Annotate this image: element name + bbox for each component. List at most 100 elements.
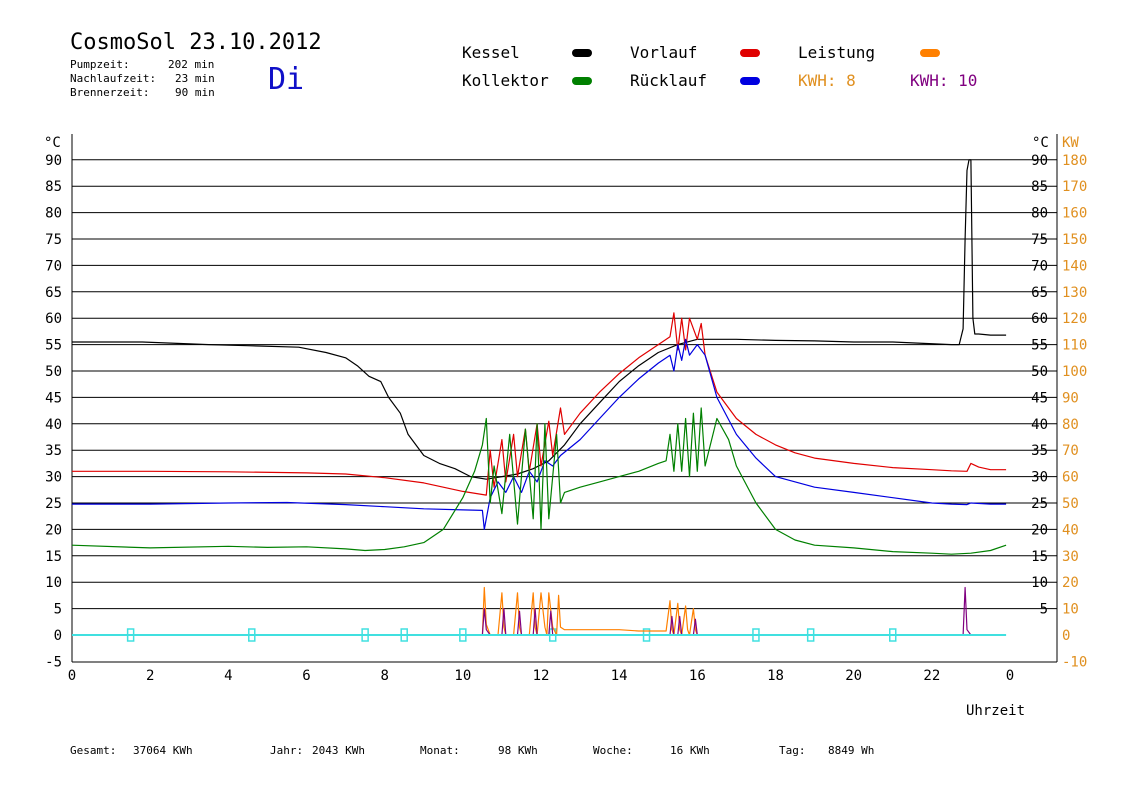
y-tick-right-60: 60 — [1031, 311, 1048, 327]
legend-kollektor: Kollektor — [462, 71, 549, 90]
y2-tick-50: 50 — [1062, 496, 1079, 512]
legend-vorlauf: Vorlauf — [630, 43, 698, 62]
y2-tick-140: 140 — [1062, 258, 1087, 274]
stat-jahr-value: 2043 KWh — [312, 744, 365, 757]
x-tick-14-7: 14 — [611, 668, 628, 684]
y-tick-right-5: 5 — [1040, 602, 1048, 618]
y-tick-left-90: 90 — [45, 153, 62, 169]
y-tick-left-70: 70 — [45, 258, 62, 274]
series-line-kollektor — [71, 407, 1007, 555]
x-tick-0-0: 0 — [68, 668, 76, 684]
pumpzeit-label: Pumpzeit: — [70, 58, 130, 71]
series-line-r-cklauf — [72, 338, 1007, 531]
legend-ruecklauf-swatch — [740, 77, 760, 85]
y-tick-left-25: 25 — [45, 496, 62, 512]
y-tick-right-40: 40 — [1031, 417, 1048, 433]
y2-tick-0: 0 — [1062, 628, 1070, 644]
stat-woche-value: 16 KWh — [670, 744, 710, 757]
x-tick-22-11: 22 — [923, 668, 940, 684]
y2-tick--10: -10 — [1062, 654, 1087, 670]
y-axis-unit-left: °C — [44, 135, 61, 151]
x-tick-18-9: 18 — [767, 668, 784, 684]
nachlaufzeit-value: 23 min — [175, 72, 215, 85]
chart-series — [71, 159, 1007, 636]
y-axis-unit-right: °C — [1032, 135, 1049, 151]
y-tick-left-55: 55 — [45, 338, 62, 354]
y-tick-left-50: 50 — [45, 364, 62, 380]
x-tick-6-3: 6 — [302, 668, 310, 684]
y-tick-left-0: 0 — [54, 628, 62, 644]
series-line-leistung — [478, 586, 702, 636]
y2-tick-180: 180 — [1062, 153, 1087, 169]
y-tick-right-45: 45 — [1031, 390, 1048, 406]
y-tick-right-10: 10 — [1031, 575, 1048, 591]
legend-leistung: Leistung — [798, 43, 876, 62]
y-tick-left--5: -5 — [45, 654, 62, 670]
stat-gesamt-label: Gesamt: — [70, 744, 117, 757]
stat-monat-label: Monat: — [420, 744, 460, 757]
y2-tick-40: 40 — [1062, 522, 1079, 538]
y-tick-right-30: 30 — [1031, 470, 1048, 486]
chart-grid — [72, 159, 1057, 610]
y2-tick-20: 20 — [1062, 575, 1079, 591]
y-tick-right-50: 50 — [1031, 364, 1048, 380]
chart-axes — [71, 134, 1058, 663]
y2-tick-100: 100 — [1062, 364, 1087, 380]
y-tick-right-15: 15 — [1031, 549, 1048, 565]
nachlaufzeit-label: Nachlaufzeit: — [70, 72, 157, 85]
stat-tag-value: 8849 Wh — [828, 744, 875, 757]
y-tick-right-55: 55 — [1031, 338, 1048, 354]
stat-jahr-label: Jahr: — [270, 744, 304, 757]
legend-kwh-2: KWH: 10 — [910, 71, 978, 90]
legend-vorlauf-swatch — [740, 49, 760, 57]
y2-tick-110: 110 — [1062, 338, 1087, 354]
stat-gesamt-value: 37064 KWh — [133, 744, 193, 757]
y-tick-right-90: 90 — [1031, 153, 1048, 169]
series-line-kwh-10 — [478, 586, 972, 636]
y-tick-right-35: 35 — [1031, 443, 1048, 459]
y2-tick-70: 70 — [1062, 443, 1079, 459]
legend-leistung-swatch — [920, 49, 940, 57]
y2-tick-90: 90 — [1062, 390, 1079, 406]
x-tick-2-1: 2 — [146, 668, 154, 684]
y-tick-left-10: 10 — [45, 575, 62, 591]
x-tick-20-10: 20 — [845, 668, 862, 684]
series-line-kessel — [72, 159, 1007, 480]
y-tick-left-5: 5 — [54, 602, 62, 618]
x-tick-4-2: 4 — [224, 668, 232, 684]
legend-ruecklauf: Rücklauf — [630, 71, 708, 90]
chart-title: CosmoSol 23.10.2012 — [70, 30, 322, 55]
y-axis-unit-right2: KW — [1062, 135, 1079, 151]
stat-monat-value: 98 KWh — [498, 744, 538, 757]
x-tick-16-8: 16 — [689, 668, 706, 684]
x-axis-label: Uhrzeit — [966, 703, 1025, 719]
legend-kollektor-swatch — [572, 77, 592, 85]
y-tick-right-80: 80 — [1031, 206, 1048, 222]
x-tick-0-12: 0 — [1006, 668, 1014, 684]
x-tick-8-4: 8 — [380, 668, 388, 684]
y-tick-left-40: 40 — [45, 417, 62, 433]
y2-tick-10: 10 — [1062, 602, 1079, 618]
stat-woche-label: Woche: — [593, 744, 633, 757]
brennerzeit-label: Brennerzeit: — [70, 86, 150, 99]
y2-tick-170: 170 — [1062, 179, 1087, 195]
y-tick-left-30: 30 — [45, 470, 62, 486]
x-tick-10-5: 10 — [454, 668, 471, 684]
y-tick-left-60: 60 — [45, 311, 62, 327]
y-tick-left-35: 35 — [45, 443, 62, 459]
y2-tick-130: 130 — [1062, 285, 1087, 301]
y-tick-right-75: 75 — [1031, 232, 1048, 248]
y-tick-right-25: 25 — [1031, 496, 1048, 512]
y2-tick-150: 150 — [1062, 232, 1087, 248]
y-tick-right-65: 65 — [1031, 285, 1048, 301]
y-tick-right-70: 70 — [1031, 258, 1048, 274]
y-tick-left-80: 80 — [45, 206, 62, 222]
y-tick-left-15: 15 — [45, 549, 62, 565]
pumpzeit-value: 202 min — [168, 58, 215, 71]
y-tick-left-75: 75 — [45, 232, 62, 248]
legend-kessel: Kessel — [462, 43, 520, 62]
brennerzeit-value: 90 min — [175, 86, 215, 99]
y2-tick-120: 120 — [1062, 311, 1087, 327]
y-tick-left-65: 65 — [45, 285, 62, 301]
